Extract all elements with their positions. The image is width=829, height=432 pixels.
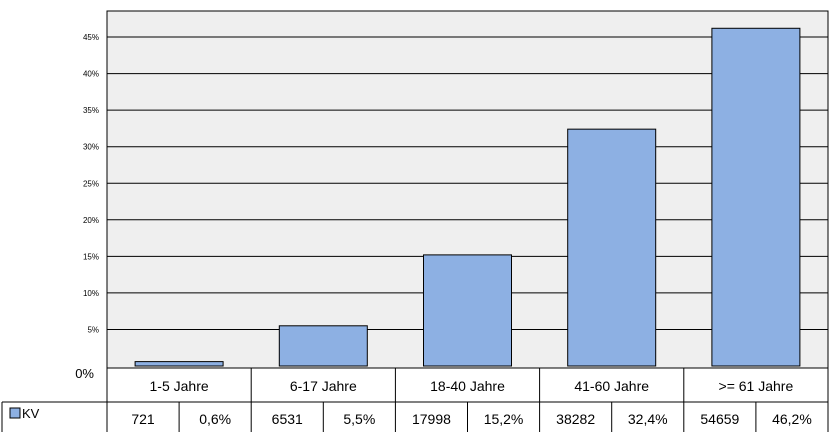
y-tick-label: 15% xyxy=(83,252,99,261)
count-cell: 721 xyxy=(131,411,155,427)
y-axis-ticks: 5% 10% 15% 20% 25% 30% 35% 40% 45% 0% xyxy=(75,33,99,381)
count-cell: 38282 xyxy=(556,411,595,427)
grid-lines xyxy=(107,36,828,330)
category-label: >= 61 Jahre xyxy=(719,378,794,394)
data-table: 1-5 Jahre 721 0,6% 6-17 Jahre 6531 5,5% 18-40 … xyxy=(1,368,829,432)
y-tick-label: 20% xyxy=(83,216,99,225)
bar xyxy=(134,361,224,367)
legend-swatch xyxy=(9,407,21,419)
category-label: 6-17 Jahre xyxy=(290,378,357,394)
series-label: KV xyxy=(22,406,40,421)
bar xyxy=(711,27,801,367)
bars xyxy=(134,27,801,367)
percent-cell: 15,2% xyxy=(484,411,524,427)
category-label: 41-60 Jahre xyxy=(574,378,649,394)
percent-cell: 32,4% xyxy=(628,411,668,427)
count-cell: 54659 xyxy=(700,411,739,427)
y-tick-label-zero: 0% xyxy=(75,366,94,381)
y-tick-label: 40% xyxy=(83,70,99,79)
y-tick-label: 25% xyxy=(83,179,99,188)
percent-cell: 5,5% xyxy=(343,411,375,427)
count-cell: 6531 xyxy=(272,411,303,427)
bar xyxy=(278,325,368,367)
count-cell: 17998 xyxy=(412,411,451,427)
percent-cell: 46,2% xyxy=(772,411,812,427)
y-tick-label: 45% xyxy=(83,33,99,42)
y-tick-label: 35% xyxy=(83,106,99,115)
bar xyxy=(423,254,512,367)
percent-cell: 0,6% xyxy=(199,411,231,427)
y-tick-label: 30% xyxy=(83,143,99,152)
category-label: 18-40 Jahre xyxy=(430,378,505,394)
category-label: 1-5 Jahre xyxy=(150,378,209,394)
y-tick-label: 5% xyxy=(87,325,99,334)
y-tick-label: 10% xyxy=(83,289,99,298)
bar xyxy=(567,128,657,367)
